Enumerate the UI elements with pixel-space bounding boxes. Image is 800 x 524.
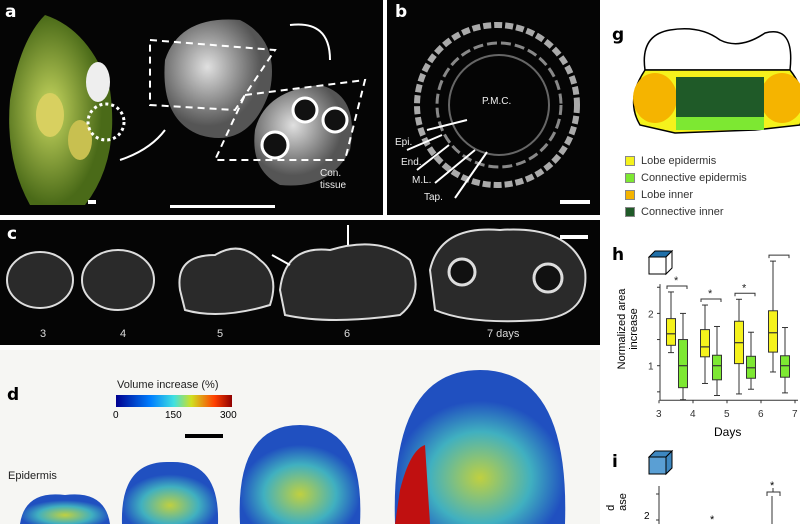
- panel-i-chart-partial: * *: [656, 480, 781, 524]
- y-axis-label: Normalized area increase: [616, 288, 640, 370]
- day-label-6: 6: [344, 328, 351, 340]
- axes: [659, 284, 798, 401]
- legend-label: Lobe epidermis: [641, 155, 717, 167]
- panel-c: c 3 4 5 6 7 days: [0, 220, 600, 345]
- swatch: [625, 190, 635, 200]
- layer-label-ml: M.L.: [412, 175, 432, 186]
- panel-c-label: c: [7, 224, 18, 244]
- significance-star: *: [742, 282, 747, 294]
- panel-b: b P.M.C. Epi. End. M.L. Tap.: [387, 0, 600, 215]
- legend-item-connective-epidermis: Connective epidermis: [625, 172, 747, 184]
- day-label-5: 5: [217, 328, 224, 340]
- legend-item-lobe-inner: Lobe inner: [625, 189, 693, 201]
- cube-surface-icon: [648, 250, 674, 276]
- box: [780, 355, 790, 378]
- cube-volume-icon: [648, 450, 674, 476]
- swatch: [625, 173, 635, 183]
- significance-bracket: [768, 254, 790, 259]
- x-tick-label: 4: [690, 409, 696, 420]
- flower-bud-image: [9, 15, 367, 208]
- box: [712, 354, 722, 381]
- volume-heatmap-renders: [20, 370, 566, 524]
- day-label-4: 4: [120, 328, 127, 340]
- colorbar: [116, 395, 232, 407]
- panel-g-label: g: [612, 25, 625, 45]
- pmc-label: P.M.C.: [482, 96, 512, 107]
- significance-star: *: [708, 288, 713, 300]
- panel-i-ytick-2: 2: [644, 511, 650, 522]
- time-series-images: [6, 225, 588, 323]
- significance-star: *: [710, 514, 715, 524]
- x-tick-label: 7: [792, 409, 798, 420]
- y-tick-label: 1: [648, 362, 654, 373]
- colorbar-tick-150: 150: [165, 410, 182, 421]
- x-axis-label: Days: [714, 425, 742, 439]
- legend-label: Lobe inner: [641, 189, 693, 201]
- significance-bracket: [734, 292, 756, 297]
- swatch: [625, 207, 635, 217]
- panel-i-label: i: [612, 452, 618, 472]
- x-tick-label: 3: [656, 409, 662, 420]
- boxplot-chart: 1 2 3 4 5 6 7 * * * *: [648, 250, 798, 420]
- significance-bracket: [700, 298, 722, 303]
- legend-label: Connective epidermis: [641, 172, 747, 184]
- layer-label-end: End.: [401, 157, 422, 168]
- layer-label-tap: Tap.: [424, 192, 443, 203]
- con-tissue-label: Con. tissue: [320, 168, 347, 191]
- y-tick-label: 2: [648, 309, 654, 320]
- significance-bracket: [666, 285, 688, 289]
- layer-label-epi: Epi.: [395, 137, 413, 148]
- box: [768, 310, 778, 353]
- box: [700, 329, 710, 358]
- panel-b-label: b: [395, 2, 408, 22]
- box: [666, 318, 676, 346]
- anther-cross-section-image: [406, 22, 590, 204]
- legend-label: Connective inner: [641, 206, 724, 218]
- significance-star: *: [776, 250, 781, 256]
- epidermis-row-label: Epidermis: [8, 470, 57, 482]
- x-tick-label: 5: [724, 409, 730, 420]
- colorbar-tick-0: 0: [113, 410, 119, 421]
- panel-h-label: h: [612, 245, 625, 265]
- legend-item-lobe-epidermis: Lobe epidermis: [625, 155, 716, 167]
- box: [678, 339, 688, 389]
- panel-d: d Volume increase (%) 0 150 300 Epidermi…: [0, 350, 600, 524]
- panel-a-label: a: [5, 2, 17, 22]
- day-label-7: 7 days: [487, 328, 520, 340]
- anther-schematic: [632, 28, 800, 134]
- significance-star: *: [770, 480, 775, 492]
- panel-d-label: d: [7, 385, 20, 405]
- swatch: [625, 156, 635, 166]
- panel-i-ylabel-partial: d ase: [604, 493, 629, 511]
- panel-a: a Con. tissue: [0, 0, 383, 215]
- colorbar-tick-300: 300: [220, 410, 237, 421]
- day-label-3: 3: [40, 328, 47, 340]
- x-tick-label: 6: [758, 409, 764, 420]
- significance-star: *: [674, 275, 679, 287]
- legend-item-connective-inner: Connective inner: [625, 206, 724, 218]
- colorbar-title: Volume increase (%): [117, 379, 219, 391]
